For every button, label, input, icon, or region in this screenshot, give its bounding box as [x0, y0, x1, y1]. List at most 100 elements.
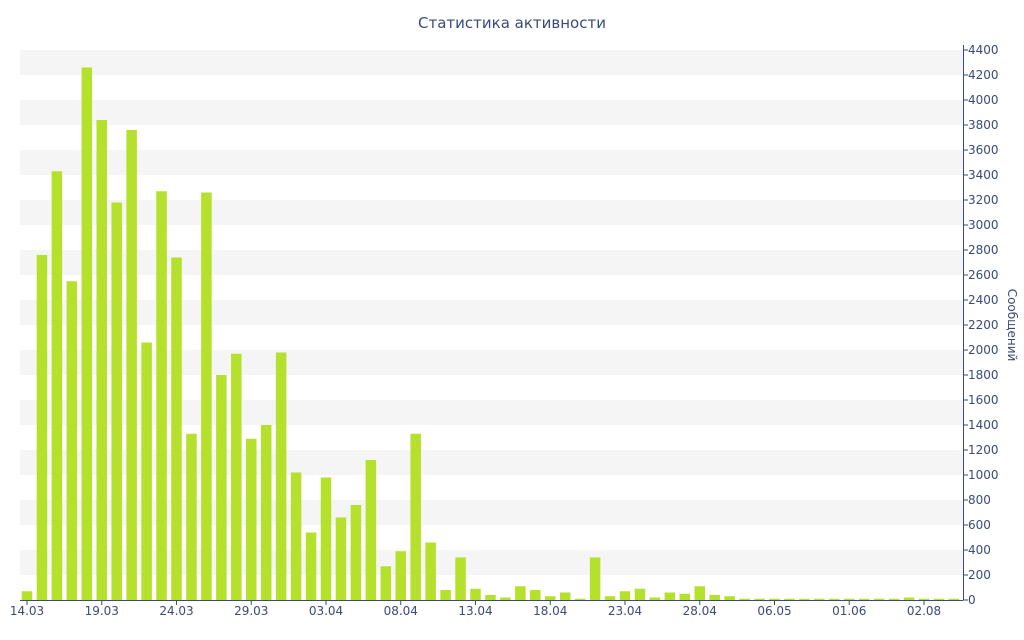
y-tick-label: 4000 [968, 93, 999, 107]
bar [425, 542, 436, 600]
y-tick-label: 800 [968, 493, 991, 507]
bar [844, 598, 855, 600]
bar [500, 597, 511, 600]
bar [619, 591, 631, 600]
x-tick-label: 24.03 [159, 604, 193, 618]
grid-band [20, 50, 963, 75]
bar [574, 598, 586, 600]
y-tick-label: 2400 [968, 293, 999, 307]
x-tick-label: 02.08 [907, 604, 941, 618]
bar [365, 460, 377, 600]
bar [634, 588, 646, 600]
bar [111, 202, 122, 600]
bar [829, 598, 840, 600]
y-tick-label: 1200 [968, 443, 999, 457]
y-tick-label: 1800 [968, 368, 999, 382]
bar [440, 590, 451, 600]
grid-band [20, 100, 963, 125]
y-tick-label: 3800 [968, 118, 999, 132]
bar [81, 67, 93, 600]
y-tick-label: 2200 [968, 318, 999, 332]
bar [21, 591, 33, 600]
bar [694, 586, 705, 600]
bar [515, 586, 526, 600]
bar [395, 551, 406, 600]
bar [470, 588, 481, 600]
bar [679, 593, 691, 600]
x-tick-label: 13.04 [458, 604, 492, 618]
bar [141, 342, 152, 600]
bar [858, 598, 870, 600]
chart-title: Статистика активности [418, 14, 606, 32]
bar [156, 191, 167, 600]
y-tick-label: 0 [968, 593, 976, 607]
y-tick-label: 600 [968, 518, 991, 532]
y-tick-label: 3000 [968, 218, 999, 232]
bar [799, 598, 810, 600]
x-tick-label: 29.03 [234, 604, 268, 618]
x-tick-label: 01.06 [832, 604, 866, 618]
y-tick-label: 4200 [968, 68, 999, 82]
bar [51, 171, 63, 600]
bar [769, 598, 780, 600]
bar [530, 590, 541, 600]
y-tick-label: 2000 [968, 343, 999, 357]
x-tick-label: 18.04 [533, 604, 567, 618]
bar [216, 375, 227, 600]
y-tick-label: 2800 [968, 243, 999, 257]
bar [320, 477, 332, 600]
x-tick-label: 28.04 [683, 604, 717, 618]
bar [305, 532, 317, 600]
bar [410, 433, 421, 600]
bar [888, 598, 900, 600]
bar [186, 433, 197, 600]
bar [933, 598, 945, 600]
grid-band [20, 200, 963, 225]
y-tick-label: 3600 [968, 143, 999, 157]
y-tick-label: 4400 [968, 43, 999, 57]
x-tick-label: 23.04 [608, 604, 642, 618]
bar [589, 557, 601, 600]
bar [545, 596, 556, 600]
bar [903, 597, 915, 600]
y-tick-label: 1000 [968, 468, 999, 482]
bar [485, 595, 496, 600]
bar [275, 352, 287, 600]
bar [709, 595, 720, 600]
bar [201, 192, 212, 600]
bar [784, 598, 795, 600]
x-tick-label: 03.04 [309, 604, 343, 618]
y-tick-label: 1600 [968, 393, 999, 407]
grid-band [20, 150, 963, 175]
y-tick-label: 1400 [968, 418, 999, 432]
y-tick-label: 3200 [968, 193, 999, 207]
x-tick-label: 19.03 [85, 604, 119, 618]
bar [724, 596, 735, 600]
bar [290, 472, 302, 600]
y-tick-label: 3400 [968, 168, 999, 182]
x-tick-label: 06.05 [757, 604, 791, 618]
y-tick-label: 200 [968, 568, 991, 582]
bar [66, 281, 78, 600]
bar [948, 598, 960, 600]
x-tick-label: 14.03 [10, 604, 44, 618]
y-axis-title: Сообщений [1005, 289, 1019, 362]
bar [231, 353, 242, 600]
bar [96, 120, 107, 600]
y-tick-label: 400 [968, 543, 991, 557]
bar [918, 598, 930, 600]
bar [739, 598, 750, 600]
bar [126, 130, 137, 600]
bar [246, 438, 257, 600]
bar [873, 598, 885, 600]
bar [380, 566, 392, 600]
bar [36, 255, 48, 600]
bar [649, 597, 661, 600]
bar [664, 592, 676, 600]
bar [814, 598, 825, 600]
bar [604, 596, 616, 600]
y-tick-label: 2600 [968, 268, 999, 282]
bar [350, 505, 362, 600]
